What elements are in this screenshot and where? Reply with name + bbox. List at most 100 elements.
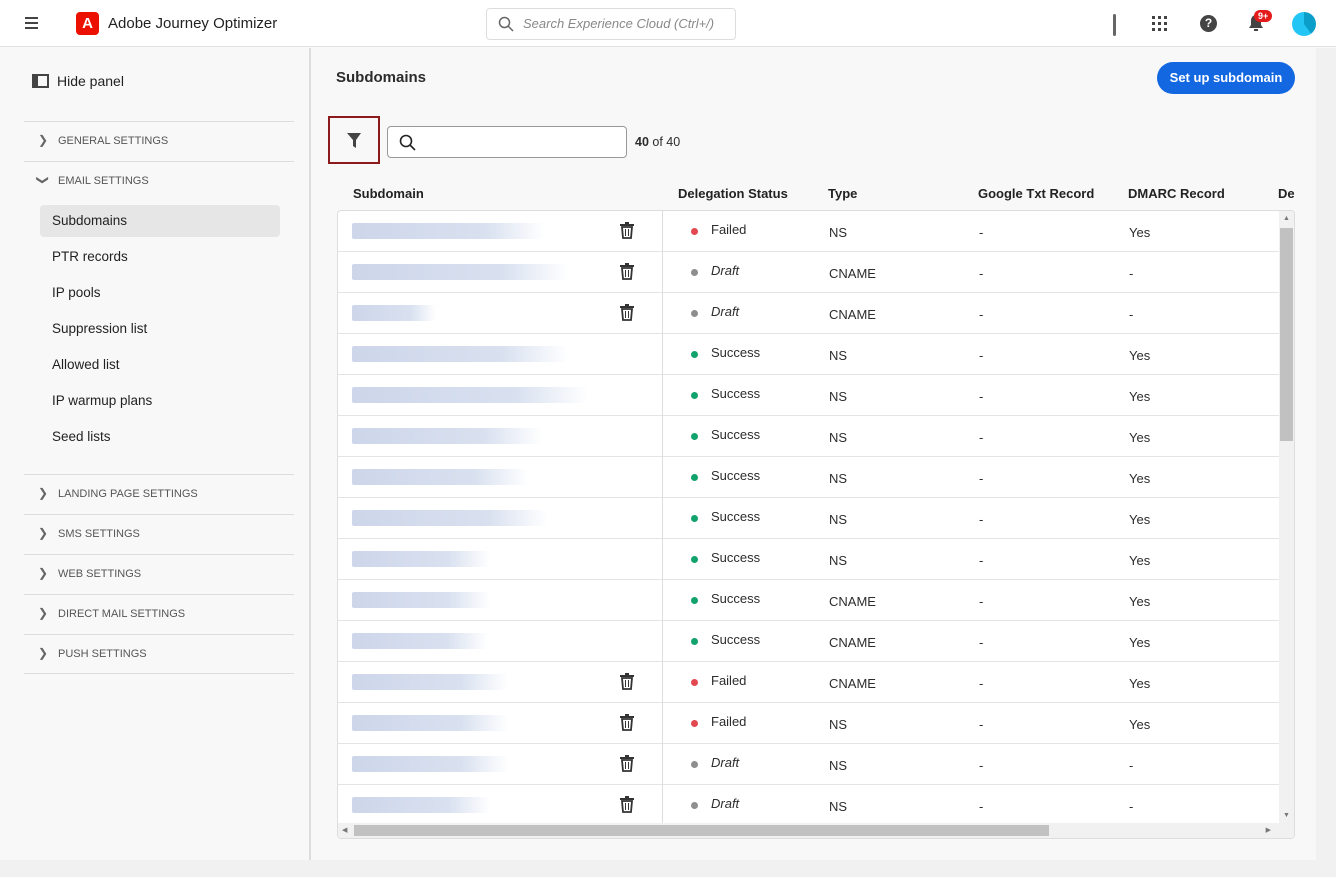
column-divider	[662, 621, 663, 662]
apps-grid-icon[interactable]	[1152, 16, 1167, 31]
type-cell: NS	[829, 512, 848, 527]
column-header-subdomain[interactable]: Subdomain	[353, 186, 424, 201]
chevron-right-icon: ❯	[38, 566, 49, 580]
subdomain-name-redacted[interactable]	[352, 674, 508, 690]
subdomain-name-redacted[interactable]	[352, 797, 490, 813]
nav-allowed-list[interactable]: Allowed list	[52, 357, 120, 372]
section-label: SMS SETTINGS	[58, 528, 140, 540]
nav-suppression-list[interactable]: Suppression list	[52, 321, 148, 336]
table-row[interactable]: Success NS - Yes	[338, 498, 1279, 539]
type-cell: NS	[829, 553, 848, 568]
subdomain-name-redacted[interactable]	[352, 305, 436, 321]
subdomain-name-redacted[interactable]	[352, 510, 548, 526]
subdomain-name-redacted[interactable]	[352, 592, 490, 608]
dmarc-cell: Yes	[1129, 594, 1151, 609]
table-row[interactable]: Success NS - Yes	[338, 416, 1279, 457]
delegation-status: Failed	[711, 222, 747, 237]
delegation-status: Draft	[711, 796, 740, 811]
hide-panel-button[interactable]: Hide panel	[32, 73, 124, 89]
page-horizontal-scrollbar[interactable]	[0, 860, 1336, 877]
table-row[interactable]: Failed NS - Yes	[338, 211, 1279, 252]
table-row[interactable]: Success NS - Yes	[338, 334, 1279, 375]
table-row[interactable]: Success NS - Yes	[338, 457, 1279, 498]
trash-icon[interactable]	[620, 304, 634, 321]
column-header-type[interactable]: Type	[828, 186, 858, 201]
section-sms-settings[interactable]: ❯ SMS SETTINGS	[24, 514, 294, 554]
table-row[interactable]: Success NS - Yes	[338, 375, 1279, 416]
notification-badge: 9+	[1254, 10, 1273, 22]
delegation-status: Success	[711, 550, 761, 565]
table-row[interactable]: Failed NS - Yes	[338, 703, 1279, 744]
table-row[interactable]: Draft CNAME - -	[338, 293, 1279, 334]
nav-ip-warmup-plans[interactable]: IP warmup plans	[52, 393, 153, 408]
avatar[interactable]	[1292, 12, 1316, 36]
filter-button[interactable]	[328, 116, 380, 164]
help-icon[interactable]: ?	[1200, 15, 1217, 32]
vertical-scrollbar[interactable]: ▲ ▼	[1279, 211, 1294, 823]
menu-icon[interactable]	[25, 17, 38, 32]
section-landing-page-settings[interactable]: ❯ LANDING PAGE SETTINGS	[24, 474, 294, 514]
table-row[interactable]: Draft NS - -	[338, 744, 1279, 785]
subdomain-name-redacted[interactable]	[352, 223, 544, 239]
subdomain-name-redacted[interactable]	[352, 469, 528, 485]
chevron-right-icon: ❯	[38, 133, 49, 147]
delegation-status: Success	[711, 345, 761, 360]
type-cell: NS	[829, 471, 848, 486]
adobe-logo[interactable]: A	[76, 12, 99, 35]
subdomain-name-redacted[interactable]	[352, 715, 508, 731]
nav-subdomains[interactable]: Subdomains	[40, 205, 280, 237]
trash-icon[interactable]	[620, 222, 634, 239]
subdomain-name-redacted[interactable]	[352, 428, 542, 444]
dmarc-cell: Yes	[1129, 471, 1151, 486]
status-dot	[691, 228, 698, 235]
table-search-input[interactable]	[387, 126, 627, 158]
trash-icon[interactable]	[620, 755, 634, 772]
table-row[interactable]: Draft NS - -	[338, 785, 1279, 826]
column-header-delegation-status[interactable]: Delegation Status	[678, 186, 788, 201]
column-header-dmarc[interactable]: DMARC Record	[1128, 186, 1225, 201]
section-direct-mail-settings[interactable]: ❯ DIRECT MAIL SETTINGS	[24, 594, 294, 634]
section-web-settings[interactable]: ❯ WEB SETTINGS	[24, 554, 294, 594]
subdomain-name-redacted[interactable]	[352, 264, 568, 280]
dmarc-cell: -	[1129, 799, 1134, 814]
status-dot	[691, 720, 698, 727]
table-row[interactable]: Success CNAME - Yes	[338, 580, 1279, 621]
subdomain-name-redacted[interactable]	[352, 551, 490, 567]
trash-icon[interactable]	[620, 796, 634, 813]
type-cell: CNAME	[829, 307, 876, 322]
subdomain-name-redacted[interactable]	[352, 633, 488, 649]
trash-icon[interactable]	[620, 673, 634, 690]
google-txt-cell: -	[979, 676, 984, 691]
section-email-settings[interactable]: ❯ EMAIL SETTINGS	[24, 161, 294, 201]
column-divider	[662, 785, 663, 826]
section-push-settings[interactable]: ❯ PUSH SETTINGS	[24, 634, 294, 674]
table-row[interactable]: Success NS - Yes	[338, 539, 1279, 580]
table-row[interactable]: Failed CNAME - Yes	[338, 662, 1279, 703]
subdomain-name-redacted[interactable]	[352, 346, 568, 362]
nav-ip-pools[interactable]: IP pools	[52, 285, 101, 300]
column-divider	[662, 703, 663, 744]
table-row[interactable]: Draft CNAME - -	[338, 252, 1279, 293]
delegation-status: Failed	[711, 673, 747, 688]
dmarc-cell: -	[1129, 266, 1134, 281]
subdomain-name-redacted[interactable]	[352, 387, 588, 403]
table-row[interactable]: Success CNAME - Yes	[338, 621, 1279, 662]
column-header-google-txt[interactable]: Google Txt Record	[978, 186, 1095, 201]
trash-icon[interactable]	[620, 714, 634, 731]
column-divider	[662, 498, 663, 539]
app-name[interactable]: Adobe Journey Optimizer	[108, 15, 278, 32]
set-up-subdomain-button[interactable]: Set up subdomain	[1157, 62, 1295, 94]
section-general-settings[interactable]: ❯ GENERAL SETTINGS	[24, 121, 294, 161]
global-search-input[interactable]: Search Experience Cloud (Ctrl+/)	[486, 8, 736, 40]
nav-ptr-records[interactable]: PTR records	[52, 249, 128, 264]
column-header-truncated[interactable]: De	[1278, 186, 1295, 201]
type-cell: NS	[829, 225, 848, 240]
horizontal-scrollbar[interactable]: ◀ ▶	[338, 823, 1294, 838]
subdomain-name-redacted[interactable]	[352, 756, 508, 772]
section-label: LANDING PAGE SETTINGS	[58, 488, 198, 500]
trash-icon[interactable]	[620, 263, 634, 280]
page-vertical-scrollbar[interactable]	[1316, 48, 1336, 860]
status-dot	[691, 761, 698, 768]
nav-seed-lists[interactable]: Seed lists	[52, 429, 111, 444]
column-divider	[662, 252, 663, 293]
